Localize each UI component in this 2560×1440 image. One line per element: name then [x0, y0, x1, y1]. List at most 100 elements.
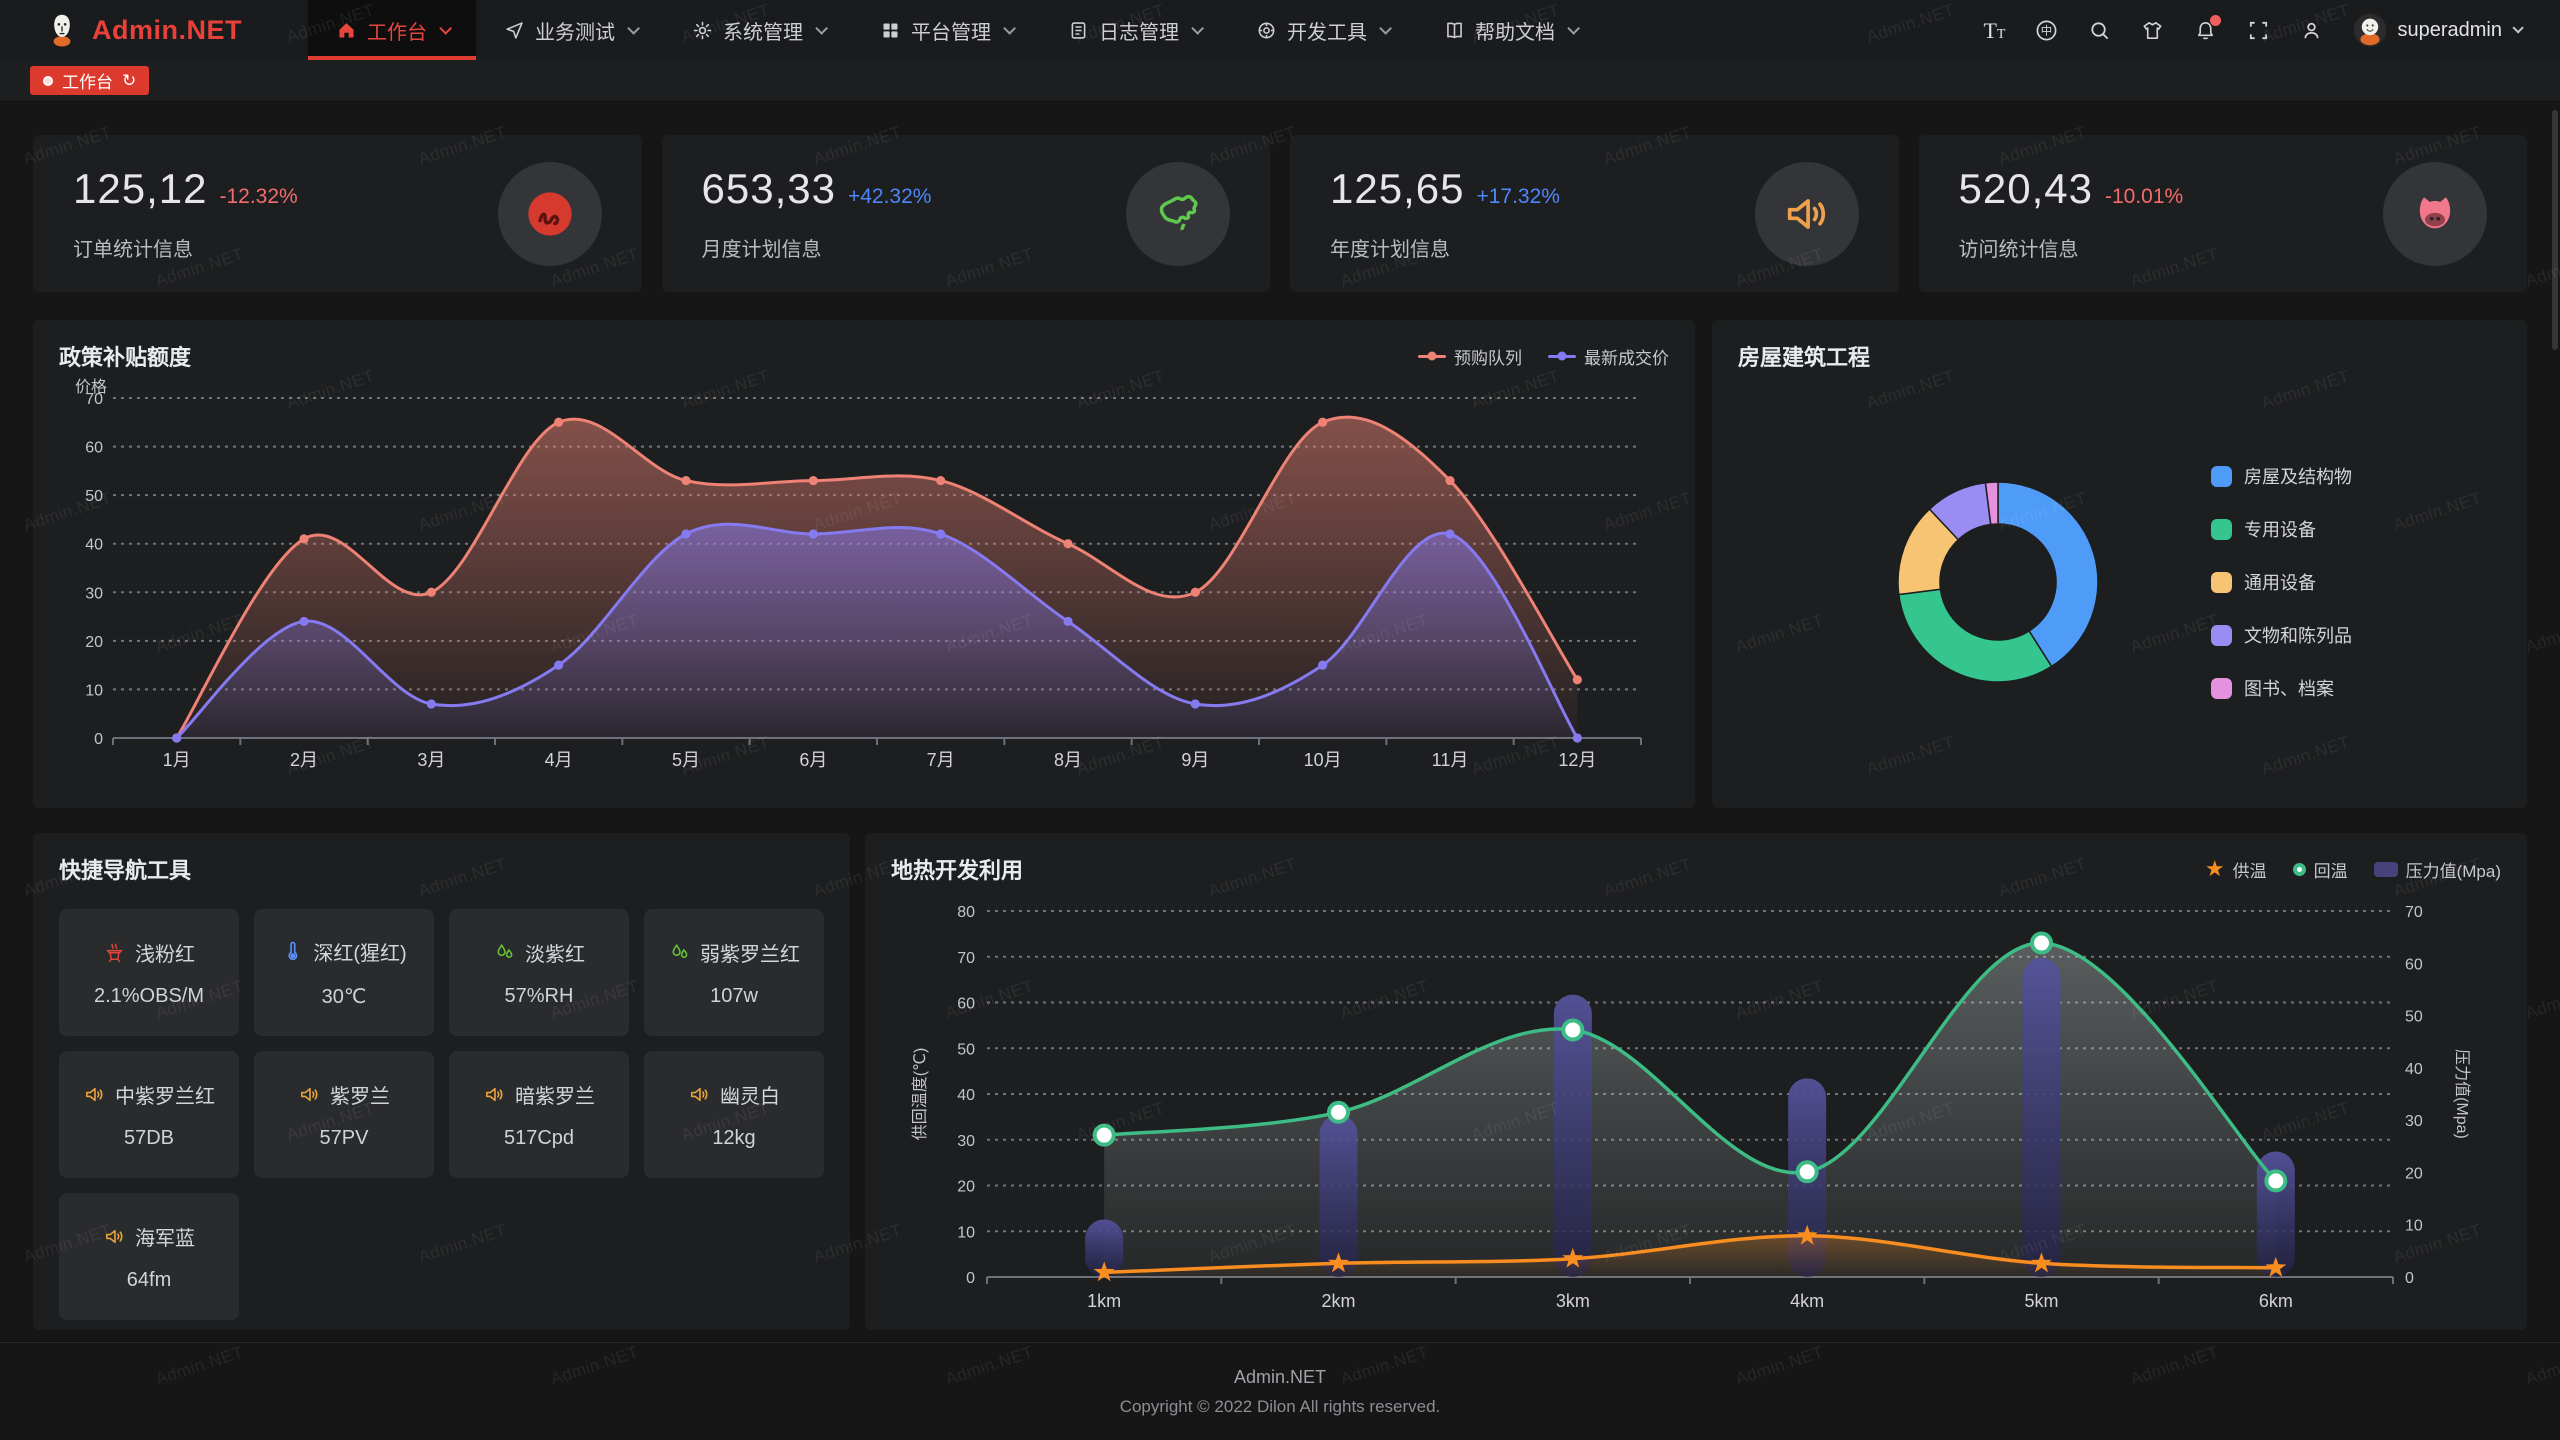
- donut-legend: 房屋及结构物 专用设备通用设备文物和陈列品图书、档案: [2211, 463, 2352, 701]
- language-icon[interactable]: 中: [2035, 19, 2058, 42]
- donut-legend-item-3[interactable]: 通用设备: [2211, 569, 2352, 595]
- menu-item-6[interactable]: 开发工具: [1228, 0, 1416, 60]
- chevron-down-icon: [1191, 21, 1204, 35]
- search-icon[interactable]: [2088, 19, 2111, 42]
- legend-marker: ★: [2204, 856, 2225, 881]
- legend-marker: [2373, 861, 2398, 877]
- humidity-icon: [668, 941, 691, 964]
- profile-icon[interactable]: [2300, 19, 2323, 42]
- legend-item-2[interactable]: 回温: [2292, 857, 2348, 882]
- mixed-chart[interactable]: 0 10 20 30 40 50 60 70 80 0 10 20 30 40 50 60 70 供回温度(℃) 压…: [891, 885, 2501, 1321]
- svg-text:4月: 4月: [545, 750, 573, 770]
- menu-item-5[interactable]: 日志管理: [1040, 0, 1228, 60]
- stat-card-1: 125,12 -12.32% 订单统计信息: [33, 135, 642, 292]
- font-size-icon[interactable]: TT: [1983, 17, 2006, 43]
- menu-item-7[interactable]: 帮助文档: [1416, 0, 1604, 60]
- svg-text:30: 30: [957, 1133, 975, 1150]
- chevron-down-icon: [1567, 21, 1580, 35]
- quick-nav-item-value: 57DB: [123, 1126, 175, 1149]
- quick-nav-item-3[interactable]: 淡紫红 57%RH: [449, 909, 629, 1036]
- quick-nav-item-value: 57PV: [319, 1126, 369, 1149]
- grid-icon: [880, 20, 901, 41]
- chevron-down-icon: [2512, 22, 2524, 34]
- svg-text:40: 40: [85, 537, 103, 554]
- legend-item-3[interactable]: 压力值(Mpa): [2373, 857, 2501, 882]
- theme-icon[interactable]: [2141, 19, 2164, 42]
- svg-text:80: 80: [957, 904, 975, 921]
- stat-label: 月度计划信息: [701, 239, 822, 261]
- refresh-icon[interactable]: ↻: [122, 71, 137, 90]
- quick-nav-item-value: 64fm: [126, 1268, 172, 1291]
- quick-nav-title: 快捷导航工具: [59, 858, 192, 883]
- menu-item-label: 系统管理: [723, 21, 803, 44]
- svg-text:11月: 11月: [1432, 750, 1469, 770]
- menu-item-4[interactable]: 平台管理: [852, 0, 1040, 60]
- quick-nav-item-4[interactable]: 弱紫罗兰红 107w: [644, 909, 824, 1036]
- speaker-icon: [103, 1225, 126, 1248]
- quick-nav-item-name: 淡紫红: [525, 943, 585, 966]
- legend-label: 图书、档案: [2244, 679, 2334, 699]
- notification-icon[interactable]: [2194, 14, 2222, 42]
- username: superadmin: [2397, 18, 2502, 41]
- quick-nav-item-2[interactable]: 深红(猩红) 30℃: [254, 909, 434, 1036]
- legend-label: 供温: [2232, 861, 2267, 881]
- user-menu[interactable]: superadmin: [2353, 13, 2524, 47]
- quick-nav-item-5[interactable]: 中紫罗兰红 57DB: [59, 1051, 239, 1178]
- line-chart-legend: 预购队列 最新成交价: [1418, 344, 1669, 369]
- scrollbar[interactable]: [2552, 110, 2558, 350]
- legend-item-1[interactable]: 预购队列: [1418, 344, 1522, 369]
- svg-text:中: 中: [2041, 24, 2053, 37]
- tools-icon: [1256, 20, 1277, 41]
- svg-text:7月: 7月: [927, 750, 955, 770]
- quick-nav-item-name: 深红(猩红): [313, 942, 407, 965]
- legend-label: 通用设备: [2244, 573, 2316, 593]
- svg-text:40: 40: [2405, 1061, 2423, 1078]
- navigation-icon: [504, 20, 525, 41]
- legend-swatch: [2211, 624, 2232, 646]
- stat-label: 订单统计信息: [73, 239, 193, 261]
- legend-item-2[interactable]: 最新成交价: [1548, 344, 1669, 369]
- line-chart[interactable]: 0 10 20 30 40 50 60 70 价格 1月 2月 3月 4月 5月 6月 7月 8月 9月 10月 11…: [59, 372, 1669, 776]
- svg-text:12月: 12月: [1558, 750, 1596, 770]
- svg-text:0: 0: [966, 1270, 975, 1287]
- svg-text:20: 20: [957, 1179, 975, 1196]
- svg-text:70: 70: [2405, 904, 2423, 921]
- legend-item-1[interactable]: ★ 供温: [2205, 857, 2267, 882]
- svg-text:60: 60: [85, 440, 103, 457]
- donut-legend-item-2[interactable]: 专用设备: [2211, 516, 2352, 542]
- quick-nav-item-6[interactable]: 紫罗兰 57PV: [254, 1051, 434, 1178]
- menu-item-3[interactable]: 系统管理: [664, 0, 852, 60]
- stat-delta: -12.32%: [219, 185, 298, 208]
- menu-item-label: 工作台: [367, 21, 427, 44]
- quick-nav-item-name: 弱紫罗兰红: [700, 943, 800, 966]
- menu-item-2[interactable]: 业务测试: [476, 0, 664, 60]
- quick-nav-item-9[interactable]: 海军蓝 64fm: [59, 1193, 239, 1320]
- svg-text:0: 0: [2405, 1270, 2414, 1287]
- brazier-icon: [103, 941, 126, 964]
- quick-nav-item-1[interactable]: 浅粉红 2.1%OBS/M: [59, 909, 239, 1036]
- stat-delta: +17.32%: [1476, 185, 1560, 208]
- stat-icon-circle: [2383, 161, 2487, 266]
- tab-workbench[interactable]: 工作台 ↻: [30, 66, 150, 95]
- menu-item-1[interactable]: 工作台: [308, 0, 476, 60]
- quick-nav-item-8[interactable]: 幽灵白 12kg: [644, 1051, 824, 1178]
- donut-legend-item-5[interactable]: 图书、档案: [2211, 675, 2352, 701]
- tab-label: 工作台: [62, 73, 113, 92]
- tabbar: 工作台 ↻: [0, 60, 2560, 102]
- stat-card-2: 653,33 +42.32% 月度计划信息: [661, 135, 1270, 292]
- meetup-icon: [524, 188, 576, 240]
- navbar-actions: TT 中 superadmin: [1983, 0, 2560, 60]
- legend-swatch: [2211, 518, 2232, 540]
- menu-item-label: 日志管理: [1099, 21, 1179, 44]
- donut-legend-item-4[interactable]: 文物和陈列品: [2211, 622, 2352, 648]
- stat-value: 653,33: [701, 165, 836, 212]
- donut-chart[interactable]: [1843, 427, 2153, 737]
- quick-nav-item-7[interactable]: 暗紫罗兰 517Cpd: [449, 1051, 629, 1178]
- quick-nav-item-name: 海军蓝: [135, 1227, 195, 1250]
- brand-name: Admin.NET: [92, 14, 242, 45]
- humidity-icon: [493, 941, 516, 964]
- brand[interactable]: Admin.NET: [0, 0, 308, 60]
- svg-text:60: 60: [957, 996, 975, 1013]
- fullscreen-icon[interactable]: [2247, 19, 2270, 42]
- donut-legend-item-1[interactable]: 房屋及结构物: [2211, 463, 2352, 489]
